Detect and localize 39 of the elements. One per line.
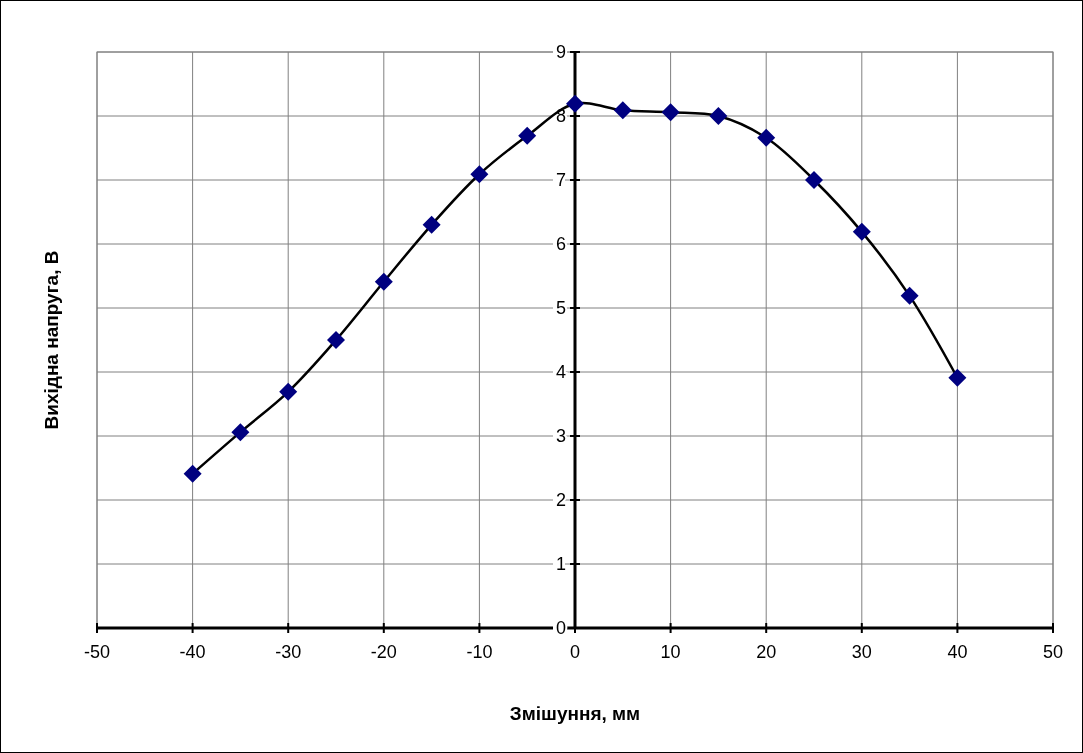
point xyxy=(518,126,537,145)
point xyxy=(661,103,680,122)
y-tick-label: 0 xyxy=(555,618,566,638)
y-tick-label: 2 xyxy=(555,490,566,510)
y-tick-label: 7 xyxy=(555,170,566,190)
point xyxy=(566,94,584,113)
y-tick-label: 5 xyxy=(555,298,566,318)
point xyxy=(470,165,489,184)
y-axis-title: Вихідна напруга, В xyxy=(41,250,62,430)
point xyxy=(852,222,871,241)
point xyxy=(900,286,919,305)
y-tick-label: 3 xyxy=(555,426,566,446)
x-tick-label: -20 xyxy=(370,642,397,662)
point xyxy=(805,171,823,189)
x-tick-label: -40 xyxy=(179,642,206,662)
x-tick-label: 50 xyxy=(1042,642,1064,662)
point xyxy=(757,128,776,147)
x-tick-label: 10 xyxy=(660,642,681,662)
x-tick-label: 20 xyxy=(756,642,777,662)
x-tick-label: 30 xyxy=(851,642,872,662)
point xyxy=(231,423,250,442)
x-axis-title: Змішуння, мм xyxy=(509,703,641,724)
x-tick-label: 40 xyxy=(947,642,968,662)
point xyxy=(422,215,441,234)
point xyxy=(709,107,728,125)
point xyxy=(948,368,967,387)
point xyxy=(279,382,298,401)
point xyxy=(613,101,632,120)
y-tick-label: 1 xyxy=(555,554,566,574)
x-tick-label: 0 xyxy=(569,642,581,662)
point xyxy=(183,464,202,483)
point xyxy=(327,331,345,349)
x-tick-label: -30 xyxy=(275,642,302,662)
y-tick-label: 4 xyxy=(555,362,566,382)
y-tick-label: 6 xyxy=(555,234,566,254)
x-tick-label: -50 xyxy=(83,642,111,662)
x-tick-label: -10 xyxy=(466,642,493,662)
y-tick-label: 9 xyxy=(555,42,566,62)
point xyxy=(374,272,393,291)
